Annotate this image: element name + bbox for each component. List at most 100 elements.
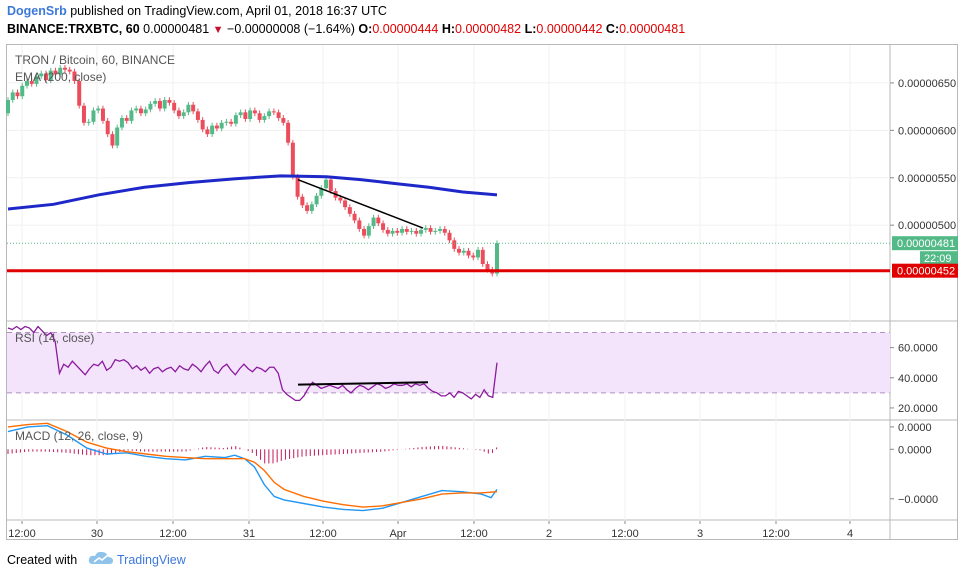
- symbol-label: BINANCE:TRXBTC, 60: [7, 22, 140, 36]
- candle: [457, 248, 462, 253]
- price-tick-label: 0.00000550: [898, 173, 956, 185]
- ema-title: EMA (200, close): [15, 70, 107, 84]
- candle: [91, 110, 96, 122]
- rsi-tick-label: 40.0000: [898, 373, 938, 385]
- x-tick-label: 12:00: [460, 528, 488, 540]
- candle: [43, 73, 48, 81]
- chart-header: DogenSrb published on TradingView.com, A…: [0, 0, 966, 44]
- support-price-tag: [892, 263, 958, 278]
- candle: [390, 230, 395, 234]
- candle: [58, 67, 63, 75]
- rsi-line: [7, 325, 498, 402]
- candle: [300, 196, 305, 206]
- price-tick-label: 0.00000600: [898, 125, 956, 137]
- candle: [205, 129, 210, 135]
- candle: [138, 108, 143, 114]
- candle: [233, 115, 238, 124]
- candle: [352, 213, 357, 221]
- candle: [471, 255, 476, 258]
- macd-tick-label: −0.0000: [898, 494, 938, 506]
- candle: [77, 81, 82, 106]
- rsi-tick-label: 20.0000: [898, 403, 938, 415]
- open-label: O:: [358, 22, 373, 36]
- tradingview-brand[interactable]: TradingView: [117, 553, 186, 567]
- tradingview-cloud-icon[interactable]: [88, 550, 114, 566]
- candle: [271, 111, 276, 113]
- candle: [191, 104, 196, 112]
- chart-frame[interactable]: [6, 44, 958, 540]
- candle: [442, 228, 447, 233]
- candle: [53, 70, 58, 75]
- candle: [96, 108, 101, 111]
- created-with-text: Created with: [7, 553, 78, 567]
- close-value: 0.00000481: [619, 22, 686, 36]
- candle: [319, 188, 324, 196]
- candle: [153, 100, 158, 104]
- published-text: published on TradingView.com, April 01, …: [70, 4, 387, 18]
- x-tick-label: 12:00: [762, 528, 790, 540]
- macd-tick-label: 0.0000: [898, 422, 932, 434]
- candle: [129, 110, 134, 121]
- x-tick-label: Apr: [389, 528, 406, 540]
- candle: [414, 230, 419, 234]
- open-value: 0.00000444: [372, 22, 439, 36]
- footer: Created with TradingView: [0, 541, 966, 578]
- x-tick-label: 30: [91, 528, 103, 540]
- candle: [433, 230, 438, 232]
- candle: [404, 228, 409, 232]
- countdown-tag: [920, 251, 958, 266]
- last-price-tag: [892, 236, 958, 251]
- candle: [67, 69, 72, 72]
- x-tick-label: 12:00: [611, 528, 639, 540]
- candle: [376, 217, 381, 224]
- candle: [290, 142, 295, 177]
- candle: [72, 71, 77, 82]
- candle: [476, 249, 481, 258]
- candle: [305, 205, 310, 211]
- candle: [229, 121, 234, 124]
- candle: [419, 229, 424, 234]
- candle: [381, 223, 386, 230]
- rsi-band: [7, 332, 890, 393]
- candle: [210, 125, 215, 135]
- high-label: H:: [441, 22, 456, 36]
- macd-title: MACD (12, 26, close, 9): [15, 429, 144, 443]
- candle: [167, 100, 172, 103]
- candle: [119, 118, 124, 128]
- low-value: 0.00000442: [536, 22, 603, 36]
- candle: [257, 113, 262, 120]
- candle: [338, 197, 343, 201]
- candle: [400, 228, 405, 233]
- candle: [162, 100, 167, 109]
- candle: [34, 76, 39, 84]
- candle: [29, 81, 34, 84]
- candle: [385, 229, 390, 234]
- candle: [100, 108, 105, 121]
- candle: [480, 249, 485, 265]
- candle: [115, 127, 120, 146]
- candle: [267, 111, 272, 117]
- candle: [309, 204, 314, 211]
- candle: [395, 230, 400, 233]
- author-link[interactable]: DogenSrb: [7, 4, 67, 18]
- candle: [10, 92, 15, 100]
- candle: [148, 103, 153, 110]
- price-tick-label: 0.00000500: [898, 220, 956, 232]
- candle: [281, 118, 286, 123]
- high-value: 0.00000482: [455, 22, 522, 36]
- rsi-title: RSI (14, close): [15, 331, 95, 345]
- candle: [371, 217, 376, 227]
- candle: [15, 92, 20, 97]
- x-tick-label: 2: [546, 528, 552, 540]
- price-change: −0.00000008 (−1.64%): [227, 22, 355, 36]
- candle: [347, 207, 352, 214]
- candle: [39, 73, 44, 77]
- candle: [485, 264, 490, 270]
- candle: [62, 67, 67, 70]
- down-arrow-icon: ▼: [212, 24, 224, 36]
- candle: [428, 228, 433, 232]
- last-price-tag-text: 0.00000481: [897, 238, 955, 250]
- low-label: L:: [524, 22, 537, 36]
- price-title: TRON / Bitcoin, 60, BINANCE: [15, 53, 176, 67]
